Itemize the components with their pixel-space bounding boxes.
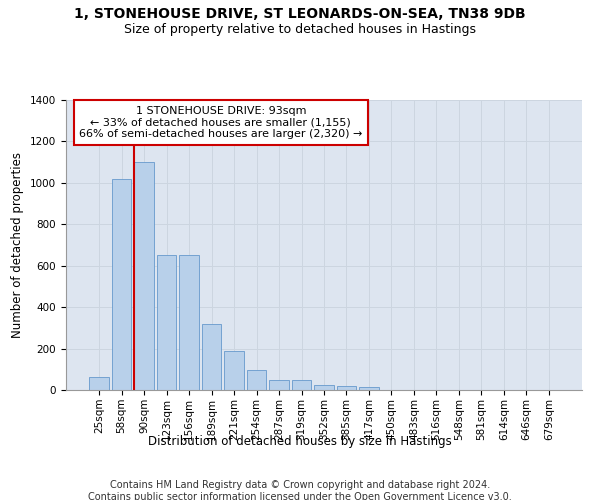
Bar — [202, 324, 221, 390]
Bar — [134, 162, 154, 390]
Text: 1 STONEHOUSE DRIVE: 93sqm
← 33% of detached houses are smaller (1,155)
66% of se: 1 STONEHOUSE DRIVE: 93sqm ← 33% of detac… — [79, 106, 362, 139]
Bar — [292, 380, 311, 390]
Bar — [314, 385, 334, 390]
Bar — [89, 376, 109, 390]
Text: Contains HM Land Registry data © Crown copyright and database right 2024.
Contai: Contains HM Land Registry data © Crown c… — [88, 480, 512, 500]
Bar — [179, 256, 199, 390]
Y-axis label: Number of detached properties: Number of detached properties — [11, 152, 25, 338]
Bar — [224, 350, 244, 390]
Text: Distribution of detached houses by size in Hastings: Distribution of detached houses by size … — [148, 435, 452, 448]
Text: 1, STONEHOUSE DRIVE, ST LEONARDS-ON-SEA, TN38 9DB: 1, STONEHOUSE DRIVE, ST LEONARDS-ON-SEA,… — [74, 8, 526, 22]
Bar — [337, 386, 356, 390]
Bar — [359, 387, 379, 390]
Text: Size of property relative to detached houses in Hastings: Size of property relative to detached ho… — [124, 22, 476, 36]
Bar — [112, 178, 131, 390]
Bar — [269, 380, 289, 390]
Bar — [157, 256, 176, 390]
Bar — [247, 370, 266, 390]
